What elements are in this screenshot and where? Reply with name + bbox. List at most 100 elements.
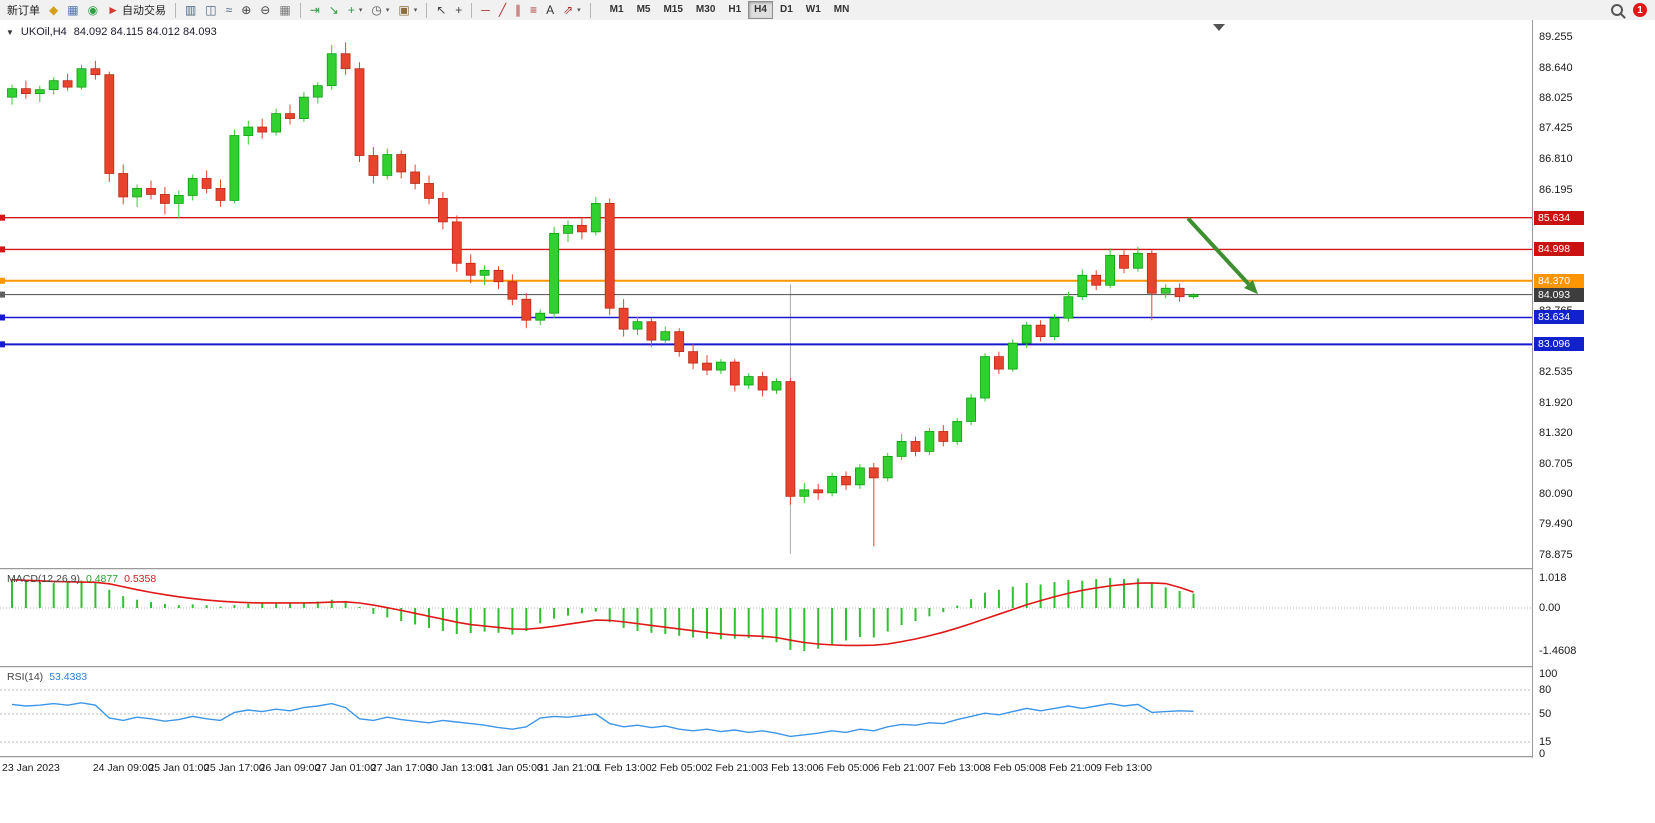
time-axis-label: 30 Jan 13:00 [426, 762, 488, 774]
toolbar-separator [174, 2, 176, 18]
channel-icon: ∥ [515, 3, 522, 17]
autotrade-icon: ► [107, 3, 119, 17]
candle [688, 351, 698, 364]
time-axis-label: 26 Jan 09:00 [259, 762, 321, 774]
candle [479, 269, 490, 276]
candle [952, 421, 963, 442]
panel-separator[interactable] [0, 568, 1655, 570]
candle [48, 80, 59, 91]
trendline-button[interactable]: ╱ [495, 1, 510, 19]
bar-chart-icon: ▥ [184, 3, 197, 17]
time-axis-label: 31 Jan 05:00 [482, 762, 543, 774]
candle [146, 188, 156, 195]
panel-separator[interactable] [0, 666, 1655, 668]
chevron-down-icon: ▾ [577, 7, 581, 14]
timeframe-m5-button[interactable]: M5 [636, 4, 651, 15]
cursor-button[interactable]: ↖ [432, 1, 450, 19]
candle [424, 183, 434, 199]
candle [396, 154, 407, 173]
period-button[interactable]: ◷ ▾ [367, 1, 393, 19]
candle [882, 456, 893, 479]
macd-axis-label: 1.018 [1539, 571, 1567, 584]
add-indicator-button[interactable]: + ▾ [344, 1, 367, 19]
candle [271, 113, 282, 133]
macd-indicator-label: MACD(12,26,9) 0.4877 0.5358 [7, 573, 156, 585]
zoom-out-button[interactable]: ⊖ [256, 1, 274, 19]
auto-trading-button[interactable]: ► 自动交易 [103, 1, 170, 19]
text-button[interactable]: A [542, 1, 558, 19]
chart-shift-marker[interactable] [1213, 24, 1225, 31]
auto-scroll-button[interactable]: ⇥ [306, 1, 324, 19]
notification-badge[interactable]: 1 [1633, 3, 1647, 17]
macd-chart[interactable] [0, 570, 1532, 666]
candle [980, 356, 990, 399]
timeframe-mn-button[interactable]: MN [833, 4, 850, 15]
rsi-chart[interactable] [0, 668, 1532, 756]
line-chart-button[interactable]: ≈ [222, 1, 237, 19]
time-axis-label: 3 Feb 13:00 [762, 762, 819, 774]
candlestick-button[interactable]: ◫ [201, 1, 220, 19]
candle [938, 431, 949, 442]
time-axis-label: 27 Jan 17:00 [370, 762, 432, 774]
candle [201, 178, 212, 189]
candle [1021, 324, 1032, 344]
crosshair-button[interactable]: + [451, 1, 466, 19]
price-badge: 85.634 [1534, 210, 1584, 225]
fibonacci-button[interactable]: ≡ [526, 1, 541, 19]
fibonacci-icon: ≡ [530, 3, 538, 17]
macd-panel[interactable]: MACD(12,26,9) 0.4877 0.5358 [0, 570, 1532, 666]
cursor-icon: ↖ [436, 3, 447, 17]
level-left-marker [0, 314, 5, 321]
charts-button[interactable]: ▦ [63, 1, 82, 19]
candle [437, 198, 448, 223]
tile-windows-button[interactable]: ▦ [275, 1, 294, 19]
price-badge: 83.634 [1534, 310, 1584, 325]
candle [841, 475, 851, 486]
timeframe-m15-button[interactable]: M15 [663, 4, 683, 15]
candle [535, 312, 546, 321]
macd-axis-label: 0.00 [1539, 602, 1561, 614]
horizontal-line-button[interactable]: ─ [477, 1, 494, 19]
price-axis-label: 86.195 [1539, 183, 1573, 196]
candle [507, 281, 518, 300]
time-axis[interactable]: 23 Jan 2023 24 Jan 09:00 25 Jan 01:00 25 Ja… [0, 758, 1532, 823]
timeframe-d1-button[interactable]: D1 [779, 4, 793, 15]
template-button[interactable]: ▣ ▾ [394, 1, 421, 19]
candle [187, 178, 198, 196]
candle [326, 53, 337, 87]
timeframe-m1-button[interactable]: M1 [609, 4, 624, 15]
workspace-button[interactable]: ◆ [45, 1, 62, 19]
price-axis-label: 86.810 [1539, 153, 1573, 165]
rsi-panel[interactable]: RSI(14) 53.4383 [0, 668, 1532, 756]
timeframe-h4-button[interactable]: H4 [748, 1, 773, 19]
candle [1063, 296, 1074, 319]
tile-windows-icon: ▦ [279, 3, 291, 17]
price-chart-panel[interactable]: ▼ UKOil,H4 84.092 84.115 84.012 84.093 [0, 20, 1532, 568]
candle [76, 68, 87, 88]
trend-arrow-line[interactable] [1186, 217, 1250, 286]
timeframe-group: M1 M5 M15 M30 H1 H4 D1 W1 MN [604, 1, 856, 19]
timeframe-m30-button[interactable]: M30 [695, 4, 716, 15]
price-axis-label: 88.640 [1539, 61, 1573, 74]
candle [7, 88, 17, 98]
symbol-dropdown-icon[interactable]: ▼ [6, 27, 14, 37]
shapes-button[interactable]: ⇗ ▾ [559, 1, 585, 19]
community-button[interactable]: ◉ [84, 1, 102, 19]
candlestick-chart[interactable] [0, 20, 1532, 568]
candle [493, 269, 504, 283]
panel-separator[interactable] [0, 756, 1655, 758]
bar-chart-button[interactable]: ▥ [181, 1, 200, 19]
candle [994, 356, 1004, 370]
chart-shift-button[interactable]: ↘ [325, 1, 343, 19]
channel-button[interactable]: ∥ [511, 1, 525, 19]
price-axis[interactable]: 89.25588.64088.02587.42586.81086.19583.7… [1532, 20, 1655, 760]
trend-arrow-head[interactable] [1244, 279, 1258, 295]
candle [243, 126, 254, 136]
zoom-in-button[interactable]: ⊕ [237, 1, 255, 19]
new-order-button[interactable]: 新订单 [3, 1, 44, 19]
search-icon[interactable] [1611, 4, 1623, 16]
price-axis-label: 82.535 [1539, 366, 1573, 379]
timeframe-h1-button[interactable]: H1 [728, 4, 742, 15]
timeframe-w1-button[interactable]: W1 [805, 4, 821, 15]
candle [90, 68, 101, 76]
